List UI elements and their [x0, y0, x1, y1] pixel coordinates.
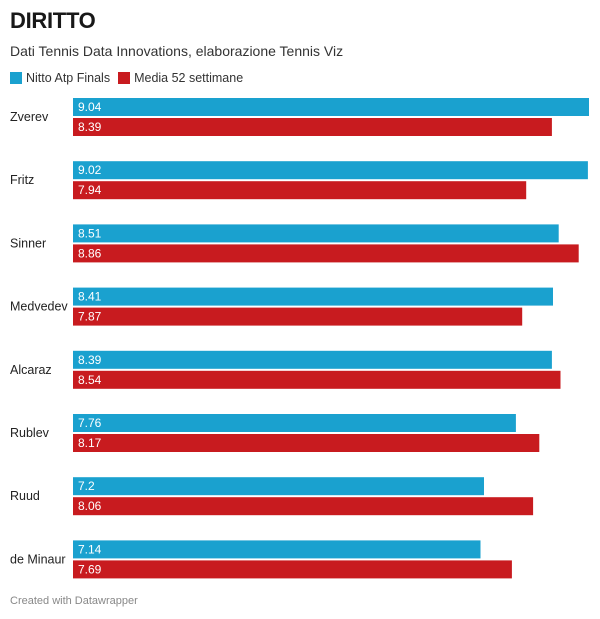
category-label-fritz: Fritz — [10, 173, 34, 187]
value-label-nitto-ruud: 7.2 — [78, 479, 95, 493]
bar-media-ruud — [73, 497, 534, 516]
chart-title: DIRITTO — [10, 8, 96, 33]
bar-media-zverev — [73, 118, 552, 136]
legend-swatch-nitto — [10, 72, 22, 84]
category-label-medvedev: Medvedev — [10, 300, 68, 314]
value-label-media-sinner: 8.86 — [78, 246, 102, 260]
value-label-media-zverev: 8.39 — [78, 120, 102, 134]
bar-media-fritz — [73, 181, 527, 200]
value-label-nitto-de-minaur: 7.14 — [78, 542, 102, 556]
category-label-de-minaur: de Minaur — [10, 552, 66, 566]
value-label-nitto-rublev: 7.76 — [78, 416, 102, 430]
category-label-zverev: Zverev — [10, 110, 49, 124]
bar-media-rublev — [73, 434, 540, 452]
bar-media-medvedev — [73, 307, 523, 326]
bar-nitto-rublev — [73, 414, 516, 432]
bar-media-de-minaur — [73, 560, 512, 579]
legend-swatch-media — [118, 72, 131, 84]
category-label-sinner: Sinner — [10, 236, 46, 250]
bar-media-sinner — [73, 244, 579, 263]
legend-item-nitto: Nitto Atp Finals — [10, 71, 110, 85]
value-label-nitto-zverev: 9.04 — [78, 100, 102, 114]
value-label-media-alcaraz: 8.54 — [78, 373, 102, 387]
bar-nitto-sinner — [73, 224, 559, 243]
bar-nitto-alcaraz — [73, 350, 552, 369]
value-label-media-fritz: 7.94 — [78, 183, 102, 197]
legend-label-nitto: Nitto Atp Finals — [26, 71, 111, 85]
value-label-media-rublev: 8.17 — [78, 436, 102, 450]
chart-subtitle: Dati Tennis Data Innovations, elaborazio… — [10, 43, 344, 59]
legend-item-media: Media 52 settimane — [118, 71, 243, 85]
footer-credit: Created with Datawrapper — [10, 595, 138, 607]
value-label-nitto-medvedev: 8.41 — [78, 290, 102, 304]
category-label-rublev: Rublev — [10, 426, 50, 440]
bar-nitto-de-minaur — [73, 540, 481, 559]
value-label-media-de-minaur: 7.69 — [78, 562, 102, 576]
legend: Nitto Atp Finals Media 52 settimane — [10, 70, 251, 86]
value-label-media-ruud: 8.06 — [78, 499, 102, 513]
bar-nitto-zverev — [73, 98, 589, 116]
bar-nitto-ruud — [73, 477, 484, 496]
bar-media-alcaraz — [73, 370, 561, 389]
value-label-nitto-sinner: 8.51 — [78, 226, 102, 240]
category-label-alcaraz: Alcaraz — [10, 363, 52, 377]
bar-nitto-fritz — [73, 161, 588, 180]
bar-nitto-medvedev — [73, 287, 553, 306]
category-label-ruud: Ruud — [10, 489, 40, 503]
value-label-nitto-alcaraz: 8.39 — [78, 353, 102, 367]
value-label-media-medvedev: 7.87 — [78, 310, 102, 324]
legend-label-media: Media 52 settimane — [134, 71, 244, 85]
value-label-nitto-fritz: 9.02 — [78, 163, 102, 177]
